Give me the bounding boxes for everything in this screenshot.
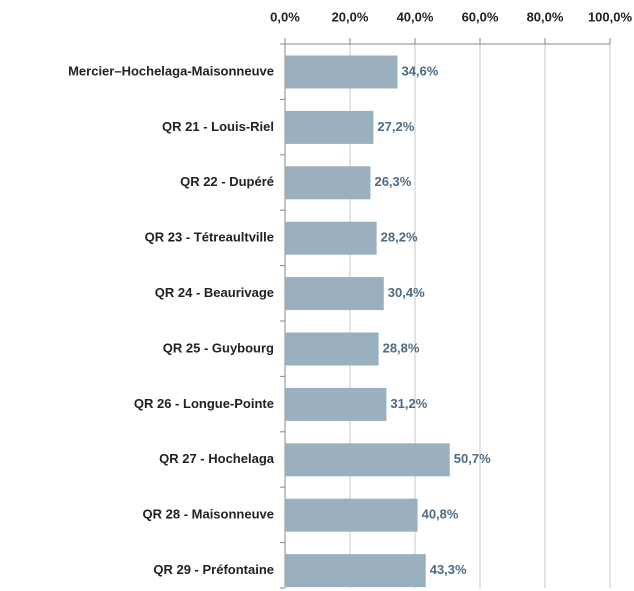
y-tick-label: QR 25 - Guybourg <box>163 340 274 355</box>
y-tick-label: QR 27 - Hochelaga <box>159 451 275 466</box>
bar <box>285 277 384 311</box>
value-label: 28,8% <box>383 340 420 355</box>
x-tick-label: 20,0% <box>332 9 369 24</box>
value-label: 40,8% <box>422 507 459 522</box>
value-label: 28,2% <box>381 230 418 245</box>
value-label: 43,3% <box>430 562 467 577</box>
x-tick-label: 80,0% <box>527 9 564 24</box>
bar <box>285 443 450 477</box>
y-tick-label: QR 26 - Longue-Pointe <box>134 396 274 411</box>
y-tick-label: QR 28 - Maisonneuve <box>143 507 274 522</box>
bar <box>285 110 374 144</box>
bar <box>285 332 379 366</box>
x-tick-label: 60,0% <box>462 9 499 24</box>
y-tick-label: QR 21 - Louis-Riel <box>162 119 274 134</box>
value-label: 27,2% <box>377 119 414 134</box>
y-tick-label: QR 23 - Tétreaultville <box>145 230 274 245</box>
value-label: 30,4% <box>388 285 425 300</box>
value-label: 31,2% <box>390 396 427 411</box>
bar <box>285 387 387 421</box>
bar <box>285 498 418 532</box>
y-tick-label: QR 29 - Préfontaine <box>153 562 274 577</box>
value-label: 34,6% <box>401 63 438 78</box>
bar <box>285 55 398 89</box>
bar <box>285 554 426 588</box>
y-tick-label: QR 22 - Dupéré <box>180 174 274 189</box>
bar <box>285 166 371 200</box>
y-tick-label: QR 24 - Beaurivage <box>155 285 274 300</box>
value-label: 50,7% <box>454 451 491 466</box>
y-tick-label: Mercier–Hochelaga-Maisonneuve <box>68 63 274 78</box>
value-label: 26,3% <box>374 174 411 189</box>
bar <box>285 221 377 255</box>
x-tick-label: 40,0% <box>397 9 434 24</box>
x-tick-label: 100,0% <box>588 9 633 24</box>
x-tick-label: 0,0% <box>270 9 300 24</box>
